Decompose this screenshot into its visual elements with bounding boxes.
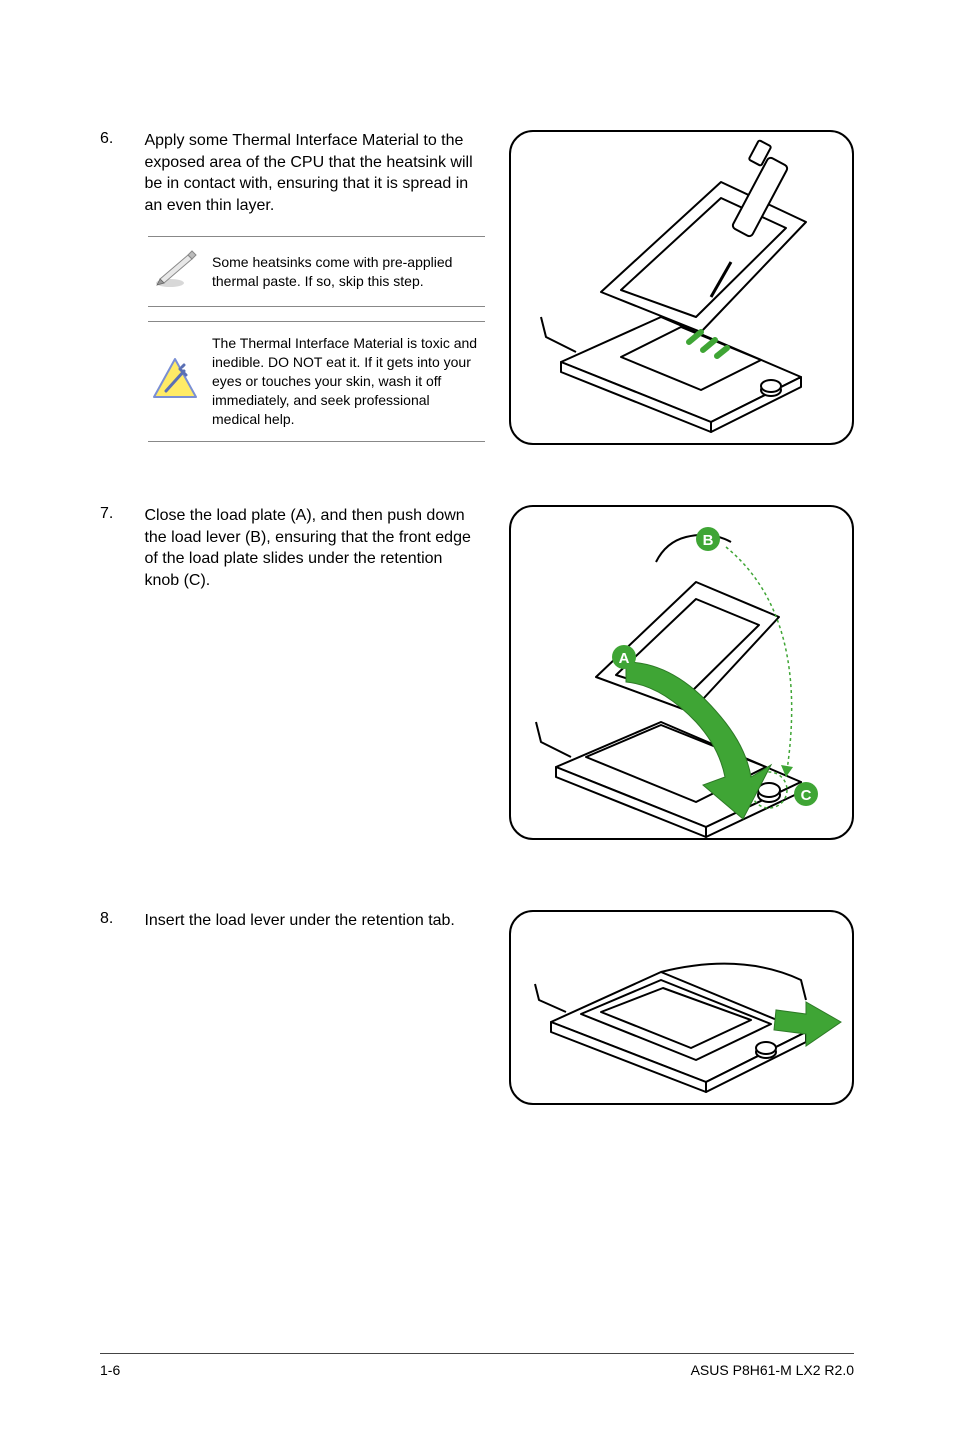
label-b: B bbox=[703, 532, 714, 549]
label-c: C bbox=[801, 787, 812, 804]
label-a: A bbox=[619, 650, 630, 667]
step-8-row: 8. Insert the load lever under the reten… bbox=[100, 910, 854, 1105]
step-7-illustration: A B C bbox=[509, 505, 854, 840]
step-8-text-col: 8. Insert the load lever under the reten… bbox=[100, 910, 485, 1105]
close-load-plate-diagram: A B C bbox=[511, 507, 854, 840]
note-heatsink: Some heatsinks come with pre-applied the… bbox=[148, 236, 485, 307]
warning-icon bbox=[152, 357, 198, 406]
step-6-row: 6. Apply some Thermal Interface Material… bbox=[100, 130, 854, 445]
page-footer: 1-6 ASUS P8H61-M LX2 R2.0 bbox=[100, 1353, 854, 1378]
step-7-body: Close the load plate (A), and then push … bbox=[144, 505, 481, 591]
step-8-number: 8. bbox=[100, 910, 140, 928]
footer-page-number: 1-6 bbox=[100, 1362, 120, 1378]
thermal-paste-diagram bbox=[511, 132, 854, 445]
step-6-text-col: 6. Apply some Thermal Interface Material… bbox=[100, 130, 485, 445]
pencil-icon bbox=[152, 249, 198, 294]
step-8-illustration bbox=[509, 910, 854, 1105]
step-7-row: 7. Close the load plate (A), and then pu… bbox=[100, 505, 854, 840]
step-7-number: 7. bbox=[100, 505, 140, 523]
footer-product-name: ASUS P8H61-M LX2 R2.0 bbox=[691, 1362, 854, 1378]
note-warning-text: The Thermal Interface Material is toxic … bbox=[212, 334, 481, 428]
note-heatsink-text: Some heatsinks come with pre-applied the… bbox=[212, 253, 481, 291]
step-6-number: 6. bbox=[100, 130, 140, 148]
step-6-illustration bbox=[509, 130, 854, 445]
lock-lever-diagram bbox=[511, 912, 854, 1105]
step-6-body: Apply some Thermal Interface Material to… bbox=[144, 130, 481, 216]
step-7-text-col: 7. Close the load plate (A), and then pu… bbox=[100, 505, 485, 840]
step-8-body: Insert the load lever under the retentio… bbox=[144, 910, 481, 932]
note-warning-tim: The Thermal Interface Material is toxic … bbox=[148, 321, 485, 441]
